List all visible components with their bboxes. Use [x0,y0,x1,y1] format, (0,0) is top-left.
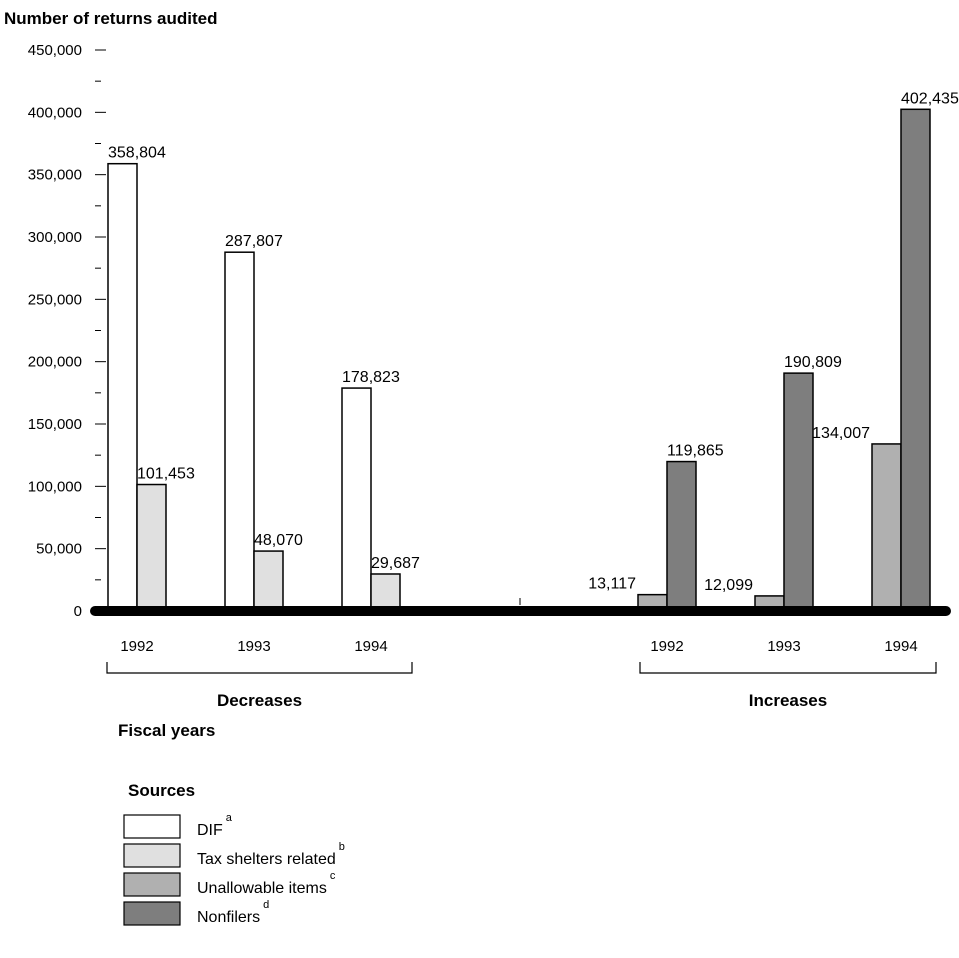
bar-dif-1993 [224,251,255,612]
data-label: 119,865 [667,443,724,460]
legend-swatch [123,814,181,839]
legend-footnote-marker: d [263,899,269,911]
bar-nonfilers-1993 [783,372,814,612]
y-axis-title: Number of returns audited [4,9,217,28]
bar-tax-shelters-related-1994 [370,573,401,612]
data-label: 12,099 [704,577,753,594]
legend-footnote-marker: a [226,812,233,824]
bar-tax-shelters-related-1992 [136,483,167,612]
data-label: 178,823 [342,369,400,386]
bar-tax-shelters-related-1993 [253,550,284,612]
legend-swatch [123,872,181,897]
x-tick-label: 1994 [884,638,917,655]
legend-swatch [123,843,181,868]
group-label: Increases [749,691,827,710]
legend-label: Nonfilers [197,909,260,926]
legend-label: Tax shelters related [197,851,336,868]
bars-layer [107,108,931,612]
legend-swatch [123,901,181,926]
x-tick-label: 1992 [120,638,153,655]
group-label: Decreases [217,691,302,710]
legend-title: Sources [128,781,195,800]
group-brackets: Decreases Increases [106,662,937,710]
y-tick-label: 150,000 [28,416,82,433]
y-tick-label: 50,000 [36,541,82,558]
y-tick-label: 100,000 [28,478,82,495]
bar-dif-1994 [341,387,372,612]
legend-label: Unallowable items [197,880,327,897]
y-tick-label: 200,000 [28,354,82,371]
x-axis-title: Fiscal years [118,721,215,740]
data-label: 134,007 [812,425,870,442]
y-axis: 0 50,000 100,000 150,000 200,000 250,000 300,0… [28,42,106,620]
x-tick-label: 1994 [354,638,387,655]
group-bracket [106,662,413,674]
data-labels-layer: 358,804 101,453 287,807 48,070 178,823 29,687… [108,90,959,594]
x-tick-label: 1993 [237,638,270,655]
y-tick-label: 400,000 [28,104,82,121]
data-label: 402,435 [901,90,959,107]
y-tick-label: 300,000 [28,229,82,246]
legend-label: DIF [197,822,223,839]
y-tick-label: 450,000 [28,42,82,59]
bar-nonfilers-1992 [666,460,697,612]
bar-unallowable-items-1994 [871,443,902,612]
legend-footnote-marker: b [339,841,345,853]
data-label: 48,070 [254,532,303,549]
y-tick-label: 250,000 [28,291,82,308]
data-label: 13,117 [588,576,636,593]
legend-footnote-marker: c [330,870,336,882]
bar-nonfilers-1994 [900,108,931,612]
data-label: 287,807 [225,233,283,250]
data-label: 190,809 [784,354,842,371]
group-bracket [639,662,937,674]
x-tick-label: 1992 [650,638,683,655]
y-tick-label: 350,000 [28,167,82,184]
x-tick-label: 1993 [767,638,800,655]
x-axis: 1992 1993 1994 1992 1993 1994 [90,598,951,655]
bar-dif-1992 [107,162,138,612]
data-label: 358,804 [108,145,166,162]
data-label: 101,453 [137,466,195,483]
data-label: 29,687 [371,555,420,572]
y-tick-label: 0 [74,603,82,620]
